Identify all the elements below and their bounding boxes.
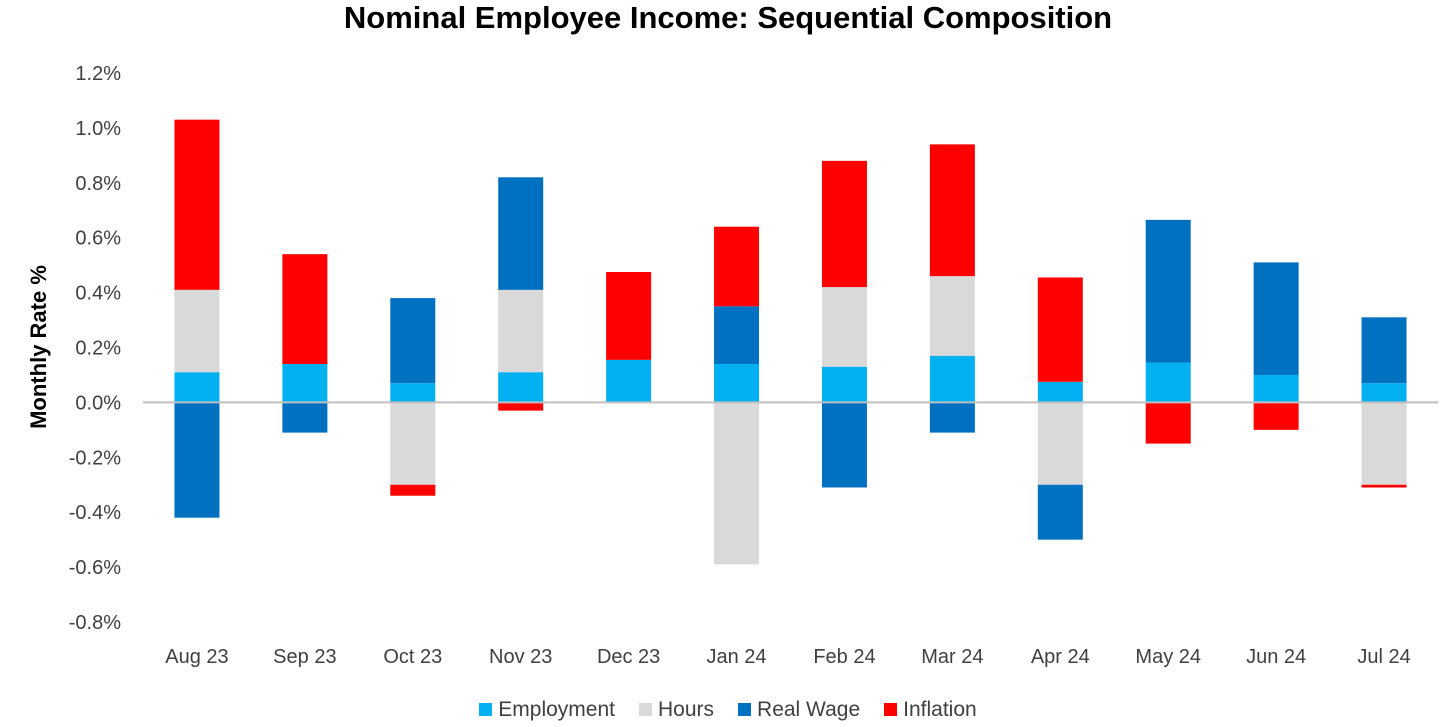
- y-axis-ticks: 1.2% 1.0% 0.8% 0.6% 0.4% 0.2% 0.0% -0.2% -0.4% -0…: [69, 63, 121, 634]
- bar-inflation: [282, 254, 328, 364]
- y-tick-label: -0.6%: [69, 557, 121, 579]
- bar-inflation: [1253, 402, 1299, 430]
- legend-swatch: [479, 703, 493, 716]
- bar-real-wage: [714, 306, 760, 364]
- x-tick-label: Nov 23: [489, 646, 552, 668]
- legend-item-employment: Employment: [479, 697, 615, 723]
- bar-hours: [1361, 402, 1407, 485]
- y-tick-label: 1.2%: [75, 63, 121, 85]
- bar-inflation: [1145, 402, 1191, 444]
- bar-employment: [821, 366, 867, 403]
- bar-hours: [174, 289, 220, 373]
- x-tick-label: Jul 24: [1357, 646, 1410, 668]
- legend: Employment Hours Real Wage Inflation: [0, 697, 1456, 723]
- legend-item-inflation: Inflation: [884, 697, 977, 723]
- y-tick-label: 0.2%: [75, 338, 121, 360]
- y-tick-label: 0.6%: [75, 228, 121, 250]
- bar-real-wage: [1037, 484, 1083, 540]
- chart-title: Nominal Employee Income: Sequential Comp…: [343, 0, 1113, 35]
- bar-hours: [821, 287, 867, 367]
- x-tick-label: Sep 23: [273, 646, 336, 668]
- x-tick-label: Oct 23: [383, 646, 442, 668]
- bar-employment: [1145, 362, 1191, 403]
- bar-inflation: [1037, 277, 1083, 382]
- y-tick-label: -0.2%: [69, 447, 121, 469]
- bar-employment: [714, 363, 760, 403]
- bar-employment: [929, 355, 975, 403]
- x-tick-label: Apr 24: [1031, 646, 1090, 668]
- legend-item-hours: Hours: [639, 697, 714, 723]
- bar-employment: [498, 372, 544, 403]
- x-tick-label: Jun 24: [1246, 646, 1306, 668]
- x-tick-label: May 24: [1135, 646, 1201, 668]
- legend-swatch: [884, 703, 898, 716]
- y-tick-label: 0.4%: [75, 283, 121, 305]
- legend-label: Real Wage: [757, 698, 861, 721]
- legend-swatch: [639, 703, 652, 716]
- bar-real-wage: [821, 402, 867, 488]
- x-tick-label: Aug 23: [165, 646, 228, 668]
- legend-label: Employment: [498, 698, 615, 721]
- y-tick-label: 1.0%: [75, 118, 121, 140]
- bar-real-wage: [1145, 219, 1191, 363]
- y-tick-label: 0.0%: [75, 392, 121, 414]
- x-tick-label: Dec 23: [597, 646, 660, 668]
- bar-employment: [1361, 383, 1407, 403]
- bar-inflation: [821, 160, 867, 288]
- bar-real-wage: [282, 402, 328, 433]
- bar-real-wage: [1253, 262, 1299, 375]
- bar-inflation: [714, 226, 760, 307]
- bars: [174, 119, 1407, 565]
- bar-real-wage: [929, 402, 975, 433]
- bar-real-wage: [1361, 317, 1407, 384]
- legend-label: Hours: [658, 698, 715, 721]
- y-tick-label: -0.4%: [69, 502, 121, 524]
- bar-hours: [929, 276, 975, 356]
- legend-label: Inflation: [903, 698, 977, 721]
- y-axis-label: Monthly Rate %: [26, 265, 51, 429]
- bar-real-wage: [390, 298, 436, 384]
- x-tick-label: Mar 24: [921, 646, 983, 668]
- bar-inflation: [498, 402, 544, 411]
- bar-inflation: [174, 119, 220, 290]
- bar-employment: [606, 359, 652, 403]
- bar-inflation: [606, 272, 652, 360]
- bar-hours: [714, 402, 760, 565]
- x-axis-ticks: Aug 23 Sep 23 Oct 23 Nov 23 Dec 23 Jan 24 Feb …: [165, 646, 1410, 668]
- bar-hours: [498, 289, 544, 373]
- bar-hours: [1037, 402, 1083, 485]
- bar-employment: [174, 372, 220, 403]
- bar-inflation: [929, 144, 975, 277]
- y-tick-label: 0.8%: [75, 173, 121, 195]
- bar-employment: [1253, 374, 1299, 403]
- legend-swatch: [738, 703, 752, 716]
- bar-hours: [390, 402, 436, 485]
- bar-inflation: [390, 484, 436, 496]
- y-tick-label: -0.8%: [69, 612, 121, 634]
- x-tick-label: Jan 24: [707, 646, 767, 668]
- x-tick-label: Feb 24: [813, 646, 875, 668]
- legend-item-real-wage: Real Wage: [738, 697, 860, 723]
- bar-employment: [390, 383, 436, 403]
- bar-real-wage: [174, 402, 220, 518]
- bar-real-wage: [498, 177, 544, 290]
- bar-employment: [1037, 381, 1083, 403]
- bar-inflation: [1361, 484, 1407, 488]
- bar-employment: [282, 363, 328, 403]
